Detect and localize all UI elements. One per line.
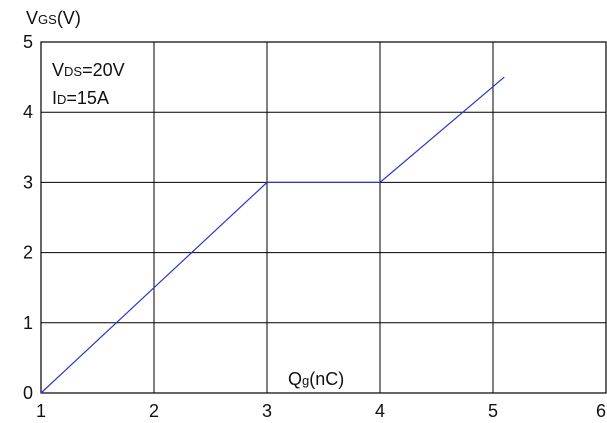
y-tick-label: 4 — [23, 102, 33, 122]
x-axis-title: Qg(nC) — [288, 369, 344, 389]
grid — [41, 42, 606, 393]
annotation-vds-sub: DS — [64, 64, 82, 79]
x-tick-label: 6 — [596, 401, 606, 421]
y-tick-label: 5 — [23, 32, 33, 52]
annotation-vds-suffix: =20V — [82, 60, 125, 80]
annotation-vds-main: V — [52, 60, 64, 80]
annotation-id-main: I — [52, 88, 57, 108]
annotation-vds: VDS=20V — [52, 60, 125, 80]
series-layer — [40, 76, 505, 394]
y-axis-title-sub: GS — [38, 12, 57, 27]
x-tick-label: 4 — [375, 401, 385, 421]
y-axis-title-main: V — [26, 8, 38, 28]
x-tick-label: 3 — [262, 401, 272, 421]
plot-frame — [40, 41, 607, 394]
y-tick-label: 2 — [23, 243, 33, 263]
y-tick-label: 3 — [23, 172, 33, 192]
y-tick-label: 0 — [23, 383, 33, 403]
x-axis-title-main: Q — [288, 369, 302, 389]
y-axis-title-suffix: (V) — [57, 8, 81, 28]
y-axis-title: VGS(V) — [26, 8, 81, 28]
annotation-id: ID=15A — [52, 88, 109, 108]
x-axis-title-sub: g — [302, 373, 309, 388]
x-axis-title-suffix: (nC) — [309, 369, 344, 389]
x-tick-label: 1 — [36, 401, 46, 421]
x-tick-label: 5 — [488, 401, 498, 421]
annotation-id-suffix: =15A — [66, 88, 109, 108]
y-tick-label: 1 — [23, 313, 33, 333]
x-tick-label: 2 — [149, 401, 159, 421]
annotation-id-sub: D — [57, 92, 66, 107]
series-line-0 — [40, 76, 505, 394]
